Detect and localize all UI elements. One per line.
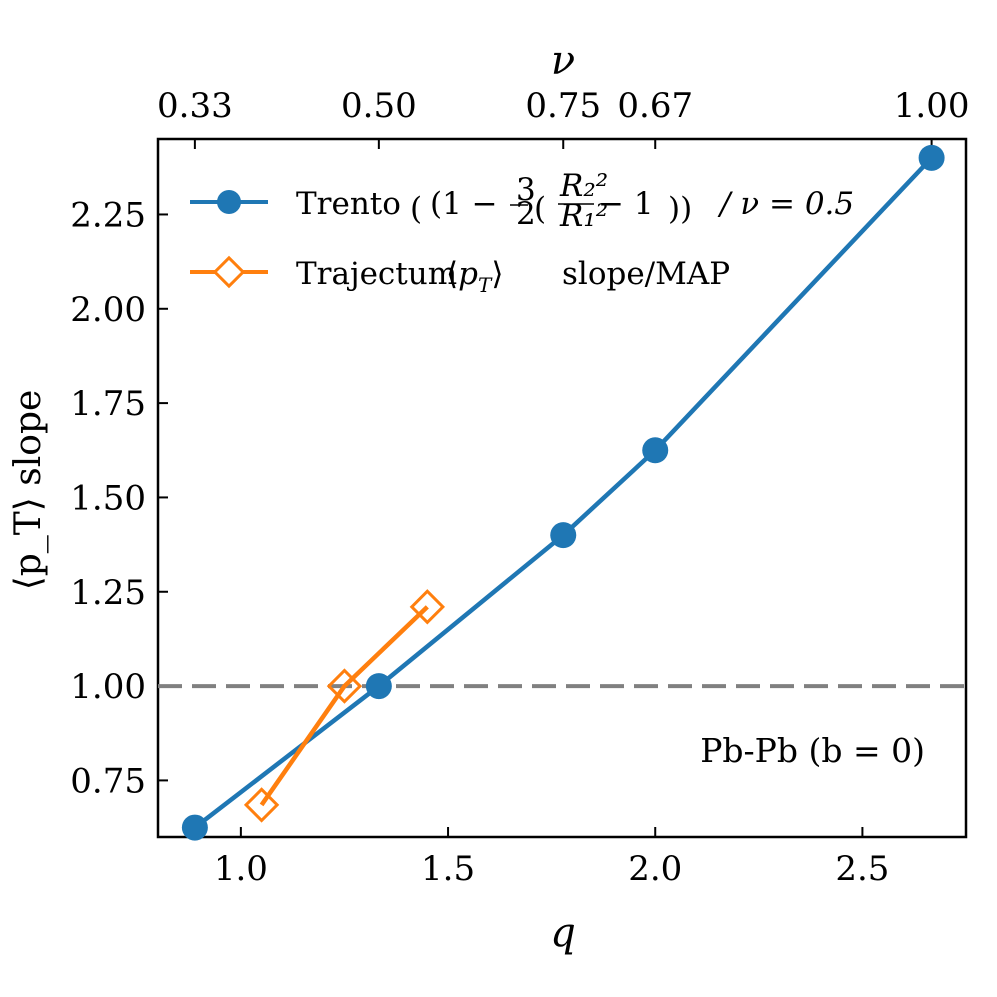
x-axis-title: q — [550, 910, 576, 956]
y-tick-label: 1.75 — [70, 384, 146, 424]
data-point — [550, 522, 577, 549]
x-tick-label: 1.5 — [421, 849, 475, 889]
y-tick-label: 0.75 — [70, 761, 146, 801]
y-axis-title: ⟨p_T⟩ slope — [8, 390, 49, 591]
top-axis-title: ν — [551, 38, 575, 84]
top-tick-label: 0.67 — [617, 86, 693, 126]
series-line — [259, 605, 429, 807]
annotation-pbpb: Pb-Pb (b = 0) — [700, 731, 925, 770]
data-point — [918, 144, 945, 171]
y-tick-label: 1.50 — [70, 478, 146, 518]
legend: Trento ( (1 − 3 2 ( R₂² R₁² − 1 )) / ν =… — [190, 168, 854, 297]
formula-one-minus: (1 − — [430, 186, 498, 222]
legend-trento-formula: ( (1 − 3 2 ( R₂² R₁² − 1 )) / ν = 0.5 — [410, 168, 854, 234]
y-tick-label: 1.00 — [70, 667, 146, 707]
formula-ratio-num: R₂² — [559, 168, 608, 204]
top-tick-label: 1.00 — [894, 86, 970, 126]
legend-trento-prefix: Trento — [296, 186, 401, 222]
data-point — [642, 437, 669, 464]
y-tick-label: 1.25 — [70, 573, 146, 613]
formula-open-paren-inner: ( — [534, 191, 546, 227]
legend-trento-marker — [217, 190, 241, 214]
data-point — [181, 814, 208, 841]
legend-trajectum-rest: slope/MAP — [562, 256, 730, 292]
top-axis-ticks: 0.33 0.50 0.75 0.67 1.00 — [157, 86, 969, 149]
x-tick-label: 2.0 — [628, 849, 682, 889]
formula-ratio-den: R₁² — [559, 198, 608, 234]
top-tick-label: 0.33 — [157, 86, 233, 126]
formula-minus-one: − 1 — [598, 186, 654, 222]
formula-close-parens: )) — [668, 191, 692, 227]
x-tick-label: 1.0 — [214, 849, 268, 889]
data-point — [326, 668, 363, 704]
plot-frame — [156, 137, 968, 839]
y-tick-label: 2.25 — [70, 195, 146, 235]
x-axis-ticks: 1.0 1.5 2.0 2.5 — [214, 827, 889, 889]
data-point — [243, 787, 280, 823]
legend-trajectum-prefix: Trajectum — [296, 256, 457, 292]
top-tick-label: 0.75 — [525, 86, 601, 126]
legend-trajectum-pt: ⟨pT⟩ — [446, 256, 503, 297]
series-group — [181, 144, 945, 841]
formula-open-paren-outer: ( — [410, 191, 422, 227]
legend-trajectum-marker — [212, 255, 246, 289]
data-point — [365, 673, 392, 700]
data-point — [409, 589, 446, 625]
top-tick-label: 0.50 — [341, 86, 417, 126]
y-axis-ticks: 0.75 1.00 1.25 1.50 1.75 2.00 2.25 — [70, 195, 168, 801]
x-tick-label: 2.5 — [835, 849, 889, 889]
formula-frac-num: 3 — [516, 172, 536, 208]
formula-nu-equals: / ν = 0.5 — [717, 186, 854, 222]
y-tick-label: 2.00 — [70, 290, 146, 330]
formula-frac-den: 2 — [516, 196, 536, 232]
